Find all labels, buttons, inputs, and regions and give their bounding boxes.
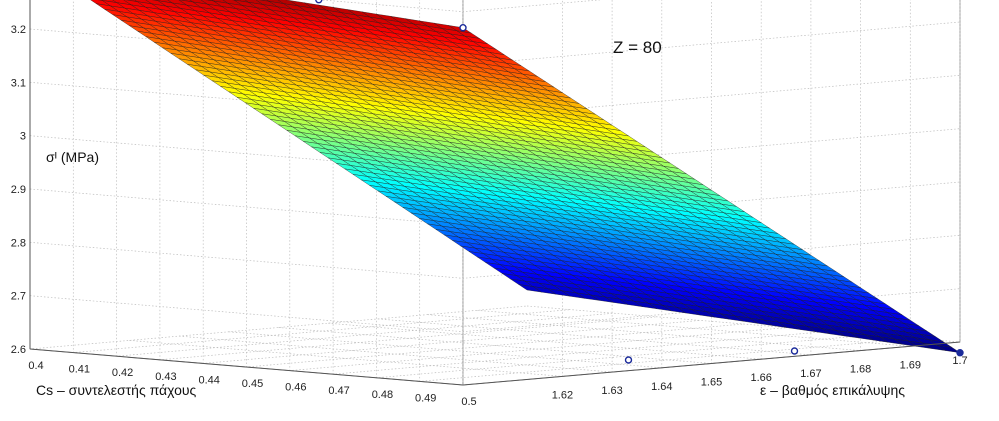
y-tick-label: 1.7 xyxy=(952,355,967,367)
x-tick-label: 0.44 xyxy=(198,374,219,386)
z-tick-label: 3 xyxy=(20,131,26,143)
y-tick-label: 1.62 xyxy=(552,389,573,401)
y-tick-label: 1.64 xyxy=(651,381,672,393)
z-tick-label: 2.7 xyxy=(11,291,26,303)
y-tick-label: 1.68 xyxy=(850,364,871,376)
data-point xyxy=(956,349,964,357)
y-axis-line xyxy=(462,341,961,386)
x-tick-label: 0.4 xyxy=(28,360,43,372)
y-tick-label: 1.67 xyxy=(800,368,821,380)
data-point xyxy=(624,356,633,364)
z-tick-label: 2.6 xyxy=(11,344,26,356)
z-tick-label: 3.2 xyxy=(11,24,26,36)
x-tick-label: 0.5 xyxy=(461,396,476,408)
y-tick-label: 1.63 xyxy=(601,385,622,397)
x-tick-label: 0.43 xyxy=(155,371,176,383)
z-tick-label: 3.1 xyxy=(11,77,26,89)
x-tick-label: 0.47 xyxy=(328,385,349,397)
y-tick-label: 1.65 xyxy=(701,377,722,389)
x-tick-label: 0.41 xyxy=(69,364,90,376)
data-point xyxy=(790,347,799,355)
gridline-z xyxy=(318,0,603,13)
x-axis-line xyxy=(29,348,464,386)
x-tick-label: 0.42 xyxy=(112,367,133,379)
z-tick-label: 2.8 xyxy=(11,237,26,249)
x-tick-label: 0.49 xyxy=(415,392,436,404)
x-tick-label: 0.45 xyxy=(242,378,263,390)
z-tick-label: 2.9 xyxy=(11,184,26,196)
data-point xyxy=(459,24,467,32)
x-tick-label: 0.48 xyxy=(372,389,393,401)
data-point xyxy=(315,0,323,4)
y-tick-label: 1.69 xyxy=(900,359,921,371)
x-tick-label: 0.46 xyxy=(285,382,306,394)
y-tick-label: 1.66 xyxy=(750,372,771,384)
